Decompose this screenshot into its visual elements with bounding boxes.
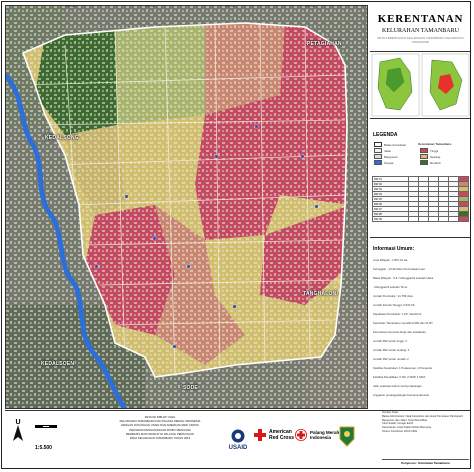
source-line: Sumber Data: [382,411,399,414]
credit-line: DENGAN DUKUNGAN USAID DAN AMERICAN RED C… [121,423,199,428]
svg-text:U: U [15,419,20,426]
info-line: Kepadatan Penduduk: 1.167 Jiwa/Km2 [373,312,422,316]
info-line: Jumlah RW rentan sedang: 3 [373,348,410,352]
map-title: KERENTANAN [377,13,464,25]
table-cell [438,216,449,222]
place-label: TANGHALONI [303,291,338,297]
red-cross-icon [254,429,266,441]
coord-label: 108°0'E [225,5,235,8]
table-row: RW 03 [371,186,470,192]
info-line: Jalur evakuasi utama menuju lapangan [373,384,422,388]
table-cell [448,216,459,222]
pmi-cross-icon [295,429,307,441]
map-subtitle: KELURAHAN TAMANBARU [382,28,459,34]
info-line: Batas Wilayah : 5 & 7 Mengganbil sebelah… [373,276,434,280]
vulnerability-zones [23,23,347,377]
risk-item: Rendah [420,160,441,165]
info-line: Luas Wilayah : 1.867,01 Ha [373,258,408,262]
credits: PETA INI DIBUAT OLEH KELURAHAN TAMANBARU … [105,415,215,440]
kelurahan-boundary [21,22,348,378]
table-cell [408,216,420,222]
info-line: Ketinggian : 10-30 Meter Permukaan Laut [373,267,425,271]
credit-line: PADA KELURAHAN TAMANBARU TAHUN 2019 [129,436,191,441]
risk-item: Tinggi [420,148,438,153]
facility-markers [94,124,319,349]
river [5,73,128,409]
table-cell [428,216,440,222]
info-line: Fasilitas Pendidikan: 6 SD, 2 SMP, 1 SMA [373,375,426,379]
legend-item: Jalan [374,148,391,153]
source-line: Bangunan dan Jalan: OpenStreetMap [382,418,428,422]
compiler-label: Penyusun : Kelurahan Tamanbaru [382,459,469,465]
info-line: : Mengganbil sebelah Timur [373,285,408,289]
place-label: KEDALSONG [45,135,79,141]
source-line: Sistem Koordinat: WGS 1984 [382,429,418,433]
vulnerability-map: PETAGIAHAN KEDALSONG TANGHALONI KEDALSOE… [5,5,368,409]
scale-bar [35,425,57,428]
locator-map-svg [371,53,470,117]
place-label: PETAGIAHAN [307,41,342,47]
place-label: KEDALSOEN [41,361,75,367]
data-sources: Sumber Data: Batas Administrasi: Data Kel… [382,411,469,434]
table-row: RW 09 [371,216,470,222]
info-line: Jumlah Penduduk : 21.789 Jiwa [373,294,413,298]
risk-item: Sedang [420,154,440,159]
info-line: Jumlah Rumah Tangga: 6.542 KK [373,303,415,307]
north-arrow-icon: U [13,419,23,441]
table-cell [418,216,430,222]
usaid-logo: USAID [228,429,248,451]
side-panel: KERENTANAN KELURAHAN TAMANBARU PETA KERE… [370,5,471,409]
info-title: Informasi Umum: [373,246,415,252]
info-line: Anggaran penanggulangan bencana tahunan [373,393,430,397]
general-info: Informasi Umum: Luas Wilayah : 1.867,01 … [370,238,471,409]
scale-label: 1:5.500 [35,445,52,451]
regency-seal-icon [339,426,355,447]
table-cell [457,216,470,222]
legend-item: Sungai [374,160,393,165]
locator-maps [370,52,471,119]
vulnerability-table: RW 01 RW 02 RW 03 RW 04 RW 05 RW 06 RW 07 RW 08… [371,176,470,222]
info-line: Kerentanan bencana banjir dan kebakaran [373,330,426,334]
usaid-seal-icon [231,429,245,443]
credit-line: PROGRAM PENGURANGAN RISIKO BENCANA [129,427,191,432]
title-block: KERENTANAN KELURAHAN TAMANBARU PETA KERE… [370,5,471,52]
legend-item: Batas Kelurahan [374,142,406,147]
map-canvas [5,5,368,409]
table-row: RW 08 [371,211,470,217]
pmi-logo: Palang Merah Indonesia [295,429,340,441]
source-line: Batas Administrasi: Data Kelurahan dan H… [382,414,463,418]
map-tagline: PETA KERENTANAN KELURAHAN TAMANBARU KECA… [377,36,464,44]
coord-label: 108°0'E [145,5,155,8]
legend: LEGENDA Batas Kelurahan Jalan Bangunan S… [370,119,471,238]
coord-label: 108°00'E [65,5,76,8]
risk-legend-title: Kerentanan Tamanbaru [418,142,452,146]
legend-title: LEGENDA [373,132,398,138]
coord-label: 108°0'E [305,5,315,8]
source-line: Citra Satelit: Google Earth [382,422,414,426]
info-line: Jumlah RW rentan tinggi: 4 [373,339,407,343]
footer-bar: U 1:5.500 PETA INI DIBUAT OLEH KELURAHAN … [5,410,471,471]
table-cell: RW 09 [371,216,410,222]
info-line: Fasilitas Kesehatan: 1 Puskesmas, 4 Posy… [373,366,433,370]
source-line: Kerentanan: Hasil Kajian Risiko Bencana [382,426,432,430]
credit-line: KELURAHAN TAMANBARU DAN PALANG MERAH IND… [119,419,201,424]
credit-line: BERBASIS MASYARAKAT DI WILAYAH PERKOTAAN [126,431,194,436]
legend-item: Bangunan [374,154,398,159]
credit-line: PETA INI DIBUAT OLEH [144,415,176,419]
american-red-cross-logo: American Red Cross [254,429,297,441]
info-line: Jumlah RW rentan rendah: 2 [373,357,409,361]
place-label: SODE [183,385,198,391]
info-line: Kelurahan Tamanbaru memiliki 9 RW dan 41… [373,321,433,325]
